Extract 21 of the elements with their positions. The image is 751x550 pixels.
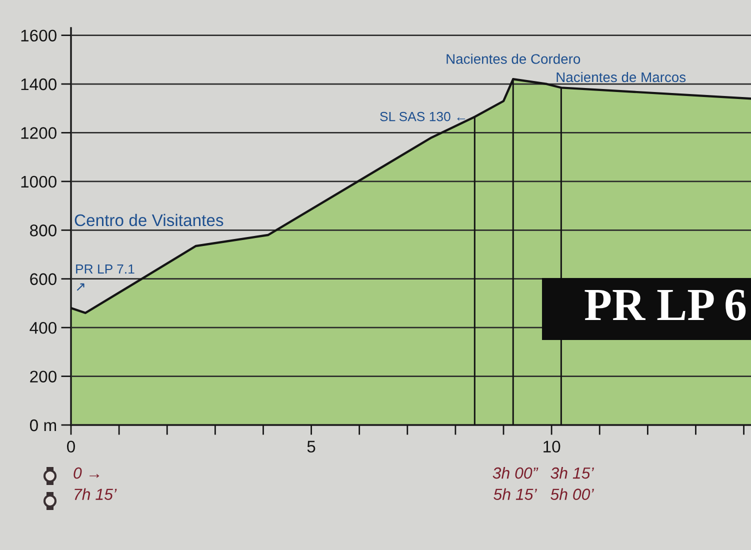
y-tick-label: 1200 [21,127,56,139]
annotation: PR LP 7.1 ↗ [76,264,134,291]
text: 0 → 7h 15’ [74,467,117,500]
x-tick-label: 5 [307,440,316,453]
ref-line-label: SL SAS 130 ← [380,112,466,122]
text: 3h 00” 5h 15’ [492,467,538,500]
y-tick-label: 1400 [21,78,56,90]
y-tick-label: 600 [30,273,56,286]
y-tick-label: 400 [30,322,56,334]
x-tick-label: 10 [544,440,560,453]
ref-line-label: Nacientes de Marcos [556,72,686,82]
y-tick-label: 1600 [21,30,56,42]
x-tick-label: 0 [67,440,75,453]
y-tick-label: 800 [30,224,56,236]
y-tick-label: 0 m [30,419,56,432]
y-tick-label: 200 [30,370,56,382]
y-tick-label: 1000 [21,176,56,188]
ref-line-label: Nacientes de Cordero [446,54,580,64]
text: 3h 15’ 5h 00’ [550,467,594,500]
text: PR LP 6 [584,290,746,320]
annotation: Centro de Visitantes [74,214,224,226]
